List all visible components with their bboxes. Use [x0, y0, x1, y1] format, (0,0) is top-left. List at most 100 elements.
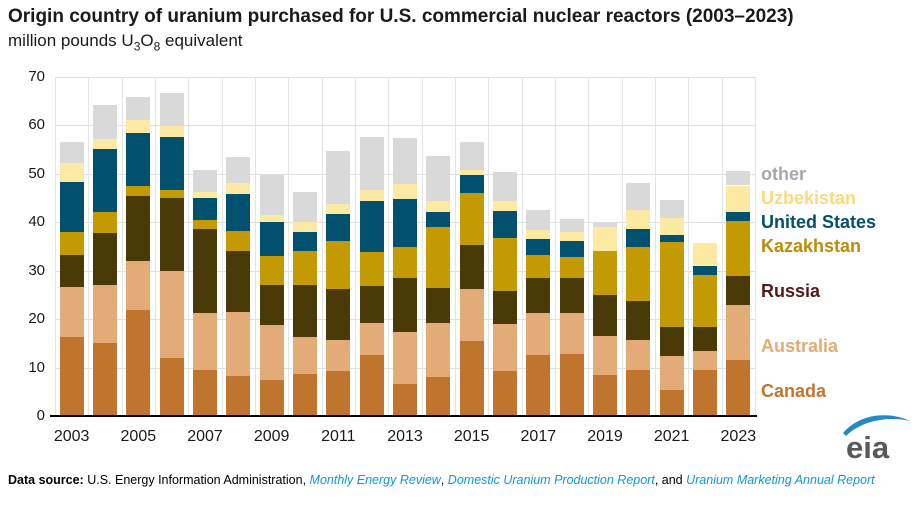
segment-australia-2020 — [626, 340, 651, 370]
segment-canada-2007 — [193, 370, 217, 416]
segment-australia-2018 — [559, 312, 584, 355]
segment-canada-2020 — [626, 370, 651, 416]
source-text: , — [440, 473, 448, 487]
segment-canada-2013 — [393, 384, 417, 416]
segment-russia-2018 — [559, 278, 584, 313]
segment-uzbekistan-2013 — [393, 184, 417, 200]
segment-kazakhstan-2021 — [659, 242, 684, 327]
x-tick-label-2017: 2017 — [520, 428, 557, 445]
segment-russia-2007 — [193, 229, 217, 313]
segment-kazakhstan-2005 — [126, 186, 151, 196]
segment-united-states-2004 — [93, 148, 117, 212]
segment-other-2021 — [659, 199, 684, 218]
segment-kazakhstan-2022 — [693, 275, 717, 327]
segment-russia-2022 — [693, 326, 717, 351]
segment-uzbekistan-2006 — [159, 125, 184, 138]
segment-russia-2023 — [726, 276, 751, 306]
segment-australia-2013 — [393, 332, 417, 385]
segment-russia-2009 — [259, 284, 284, 325]
segment-canada-2004 — [93, 342, 117, 416]
eia-logo: eia — [840, 412, 914, 468]
v-gridline — [55, 77, 56, 416]
segment-united-states-2022 — [693, 265, 717, 276]
subtitle-text: O — [140, 31, 154, 50]
source-link-6[interactable]: Uranium Marketing Annual Report — [686, 473, 875, 487]
segment-russia-2021 — [659, 326, 684, 357]
segment-canada-2009 — [259, 379, 284, 416]
segment-australia-2015 — [459, 288, 484, 342]
segment-other-2018 — [559, 218, 584, 232]
legend-item-united-states: United States — [761, 212, 877, 232]
segment-australia-2022 — [693, 350, 717, 370]
segment-other-2004 — [93, 105, 117, 139]
v-gridline — [88, 77, 90, 416]
v-gridline — [255, 77, 256, 416]
segment-canada-2011 — [326, 370, 351, 416]
segment-uzbekistan-2023 — [726, 185, 751, 212]
segment-uzbekistan-2004 — [93, 138, 117, 149]
segment-other-2023 — [726, 170, 751, 186]
x-tick-label-2003: 2003 — [53, 428, 90, 445]
legend-item-russia: Russia — [761, 281, 821, 301]
segment-russia-2014 — [426, 287, 451, 323]
segment-united-states-2011 — [326, 214, 351, 242]
v-gridline — [688, 77, 690, 416]
x-tick-label-2005: 2005 — [120, 428, 157, 445]
segment-other-2016 — [493, 172, 517, 201]
segment-uzbekistan-2022 — [693, 242, 717, 266]
segment-canada-2022 — [693, 370, 717, 416]
segment-australia-2017 — [526, 312, 551, 355]
segment-russia-2004 — [93, 233, 117, 286]
segment-kazakhstan-2012 — [359, 252, 384, 286]
eia-logo-text: eia — [846, 430, 890, 465]
source-link-2[interactable]: Monthly Energy Review — [309, 473, 441, 487]
segment-kazakhstan-2015 — [459, 193, 484, 245]
segment-russia-2008 — [226, 250, 251, 312]
segment-united-states-2016 — [493, 210, 517, 238]
segment-uzbekistan-2016 — [493, 200, 517, 211]
segment-russia-2012 — [359, 285, 384, 324]
y-tick-label: 10 — [28, 358, 45, 376]
segment-australia-2005 — [126, 261, 151, 311]
source-text: U.S. Energy Information Administration, — [87, 473, 310, 487]
eia-swoosh-icon — [843, 415, 910, 436]
segment-uzbekistan-2008 — [226, 183, 251, 195]
segment-uzbekistan-2019 — [593, 227, 617, 252]
segment-kazakhstan-2020 — [626, 247, 651, 302]
segment-russia-2019 — [593, 295, 617, 336]
x-tick-label-2011: 2011 — [321, 428, 356, 445]
segment-kazakhstan-2014 — [426, 227, 451, 288]
x-tick-label-2021: 2021 — [653, 428, 690, 445]
segment-united-states-2020 — [626, 229, 651, 248]
segment-kazakhstan-2023 — [726, 221, 751, 277]
v-gridline — [388, 77, 390, 416]
segment-canada-2021 — [659, 390, 684, 416]
segment-uzbekistan-2009 — [259, 214, 284, 223]
segment-kazakhstan-2006 — [159, 189, 184, 198]
segment-other-2019 — [593, 223, 617, 228]
segment-uzbekistan-2020 — [626, 209, 651, 230]
v-gridline — [288, 77, 290, 416]
segment-canada-2017 — [526, 354, 551, 416]
segment-uzbekistan-2018 — [559, 231, 584, 241]
segment-united-states-2006 — [159, 137, 184, 190]
segment-united-states-2010 — [293, 232, 317, 251]
y-tick-label: 60 — [28, 116, 45, 134]
segment-australia-2003 — [59, 286, 84, 338]
segment-australia-2007 — [193, 312, 217, 370]
segment-kazakhstan-2009 — [259, 256, 284, 285]
y-tick-label: 40 — [28, 213, 45, 231]
segment-kazakhstan-2018 — [559, 256, 584, 278]
v-gridline — [721, 77, 723, 416]
x-tick-label-2013: 2013 — [387, 428, 423, 445]
legend-item-uzbekistan: Uzbekistan — [761, 188, 857, 208]
segment-other-2013 — [393, 137, 417, 185]
segment-australia-2009 — [259, 324, 284, 380]
x-tick-label-2009: 2009 — [253, 428, 290, 445]
segment-united-states-2017 — [526, 238, 551, 256]
segment-russia-2011 — [326, 288, 351, 341]
segment-canada-2005 — [126, 310, 151, 416]
segment-united-states-2013 — [393, 199, 417, 247]
source-link-4[interactable]: Domestic Uranium Production Report — [447, 473, 655, 487]
segment-uzbekistan-2015 — [459, 169, 484, 176]
